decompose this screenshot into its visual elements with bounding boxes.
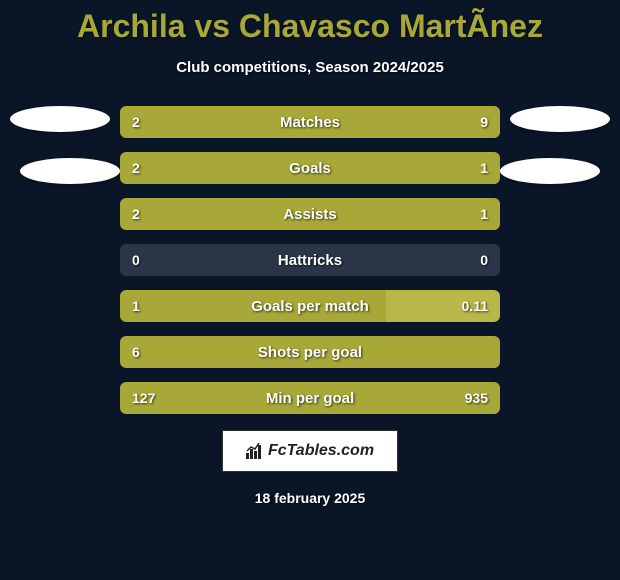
player-dot	[20, 158, 120, 184]
stat-row: 6Shots per goal	[120, 336, 500, 368]
stat-label: Goals per match	[120, 298, 500, 315]
stat-row: 00Hattricks	[120, 244, 500, 276]
stat-row: 29Matches	[120, 106, 500, 138]
stat-row: 10.11Goals per match	[120, 290, 500, 322]
date-label: 18 february 2025	[0, 490, 620, 506]
page-title: Archila vs Chavasco MartÃnez	[0, 0, 620, 45]
logo-box[interactable]: FcTables.com	[222, 430, 398, 472]
logo-label: FcTables.com	[268, 442, 374, 460]
stat-label: Hattricks	[120, 252, 500, 269]
stat-label: Min per goal	[120, 390, 500, 407]
stat-label: Assists	[120, 206, 500, 223]
logo-text: FcTables.com	[246, 442, 374, 460]
bars-container: 29Matches 21Goals 21Assists 00Hattricks 10.1…	[120, 106, 500, 414]
player-dot	[510, 106, 610, 132]
player-dot	[500, 158, 600, 184]
stat-row: 21Goals	[120, 152, 500, 184]
stat-row: 127935Min per goal	[120, 382, 500, 414]
stat-row: 21Assists	[120, 198, 500, 230]
player-dot	[10, 106, 110, 132]
stats-content: 29Matches 21Goals 21Assists 00Hattricks 10.1…	[0, 106, 620, 414]
subtitle: Club competitions, Season 2024/2025	[0, 59, 620, 76]
stat-label: Goals	[120, 160, 500, 177]
chart-icon	[246, 443, 264, 459]
stat-label: Shots per goal	[120, 344, 500, 361]
stat-label: Matches	[120, 114, 500, 131]
